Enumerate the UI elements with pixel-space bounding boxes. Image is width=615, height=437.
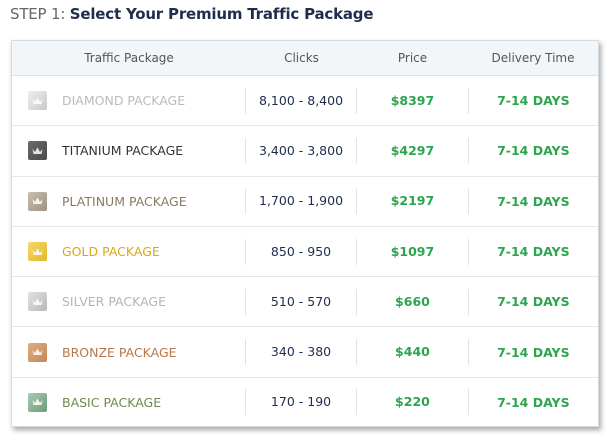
- package-row[interactable]: BASIC PACKAGE 170 - 190 $220 7-14 DAYS: [12, 378, 598, 427]
- column-header: Clicks: [284, 51, 319, 65]
- package-name: TITANIUM PACKAGE: [62, 143, 184, 159]
- crown: [32, 348, 43, 356]
- package-cell: BRONZE PACKAGE: [12, 339, 246, 366]
- package-row[interactable]: GOLD PACKAGE 850 - 950 $1097 7-14 DAYS: [12, 227, 598, 278]
- price: $220: [357, 389, 469, 416]
- package-name: SILVER PACKAGE: [62, 294, 167, 310]
- package-row[interactable]: BRONZE PACKAGE 340 - 380 $440 7-14 DAYS: [12, 327, 598, 378]
- crown: [32, 298, 43, 305]
- heading: STEP 1: Select Your Premium Traffic Pack…: [10, 5, 374, 23]
- package-name: BRONZE PACKAGE: [62, 344, 177, 360]
- step-label: STEP 1:: [10, 5, 66, 23]
- crown: [32, 97, 43, 104]
- package-icon: [28, 141, 47, 161]
- clicks: 8,100 - 8,400: [246, 87, 358, 114]
- package-cell: TITANIUM PACKAGE: [12, 137, 246, 164]
- step-title: Select Your Premium Traffic Package: [69, 5, 374, 23]
- clicks: 1,700 - 1,900: [246, 188, 358, 215]
- package-icon: [28, 292, 47, 312]
- clicks: 340 - 380: [246, 339, 358, 366]
- delivery-time: 7-14 DAYS: [497, 93, 570, 109]
- price: $660: [357, 288, 469, 315]
- clicks: 850 - 950: [246, 238, 358, 265]
- package-cell: BASIC PACKAGE: [12, 389, 246, 416]
- table-header: Traffic Package Clicks Price Delivery Time: [12, 41, 598, 76]
- delivery-time: 7-14 DAYS: [497, 244, 570, 260]
- delivery-time: 7-14 DAYS: [497, 294, 570, 310]
- package-row[interactable]: TITANIUM PACKAGE 3,400 - 3,800 $4297 7-14 D…: [12, 126, 598, 177]
- package-icon: [28, 392, 47, 412]
- package-name: PLATINUM PACKAGE: [62, 193, 187, 209]
- clicks: 510 - 570: [246, 288, 358, 315]
- price: $4297: [357, 137, 469, 164]
- package-icon: [28, 342, 47, 362]
- package-icon: [28, 191, 47, 211]
- price: $440: [357, 339, 469, 366]
- price: $8397: [357, 87, 469, 114]
- clicks: 170 - 190: [246, 389, 358, 416]
- package-cell: PLATINUM PACKAGE: [12, 188, 246, 215]
- table-body: DIAMOND PACKAGE 8,100 - 8,400 $8397 7-14 DA…: [12, 76, 598, 427]
- crown: [32, 248, 43, 255]
- package-icon: [28, 242, 47, 262]
- delivery-time: 7-14 DAYS: [497, 193, 570, 209]
- delivery-time: 7-14 DAYS: [497, 394, 570, 410]
- price: $1097: [357, 238, 469, 265]
- column-header: Traffic Package: [84, 51, 174, 65]
- delivery-time: 7-14 DAYS: [497, 344, 570, 360]
- package-row[interactable]: PLATINUM PACKAGE 1,700 - 1,900 $2197 7-14 D…: [12, 177, 598, 227]
- crown: [32, 197, 43, 205]
- package-table: Traffic Package Clicks Price Delivery Time …: [11, 40, 599, 427]
- price: $2197: [357, 188, 469, 215]
- column-header: Price: [397, 51, 428, 65]
- package-row[interactable]: SILVER PACKAGE 510 - 570 $660 7-14 DAYS: [12, 277, 598, 328]
- column-header: Delivery Time: [491, 51, 575, 65]
- package-row[interactable]: DIAMOND PACKAGE 8,100 - 8,400 $8397 7-14 DA…: [12, 76, 598, 127]
- package-name: DIAMOND PACKAGE: [62, 93, 186, 109]
- crown: [32, 147, 43, 154]
- delivery-time: 7-14 DAYS: [497, 143, 570, 159]
- package-cell: GOLD PACKAGE: [12, 238, 246, 265]
- crown: [32, 398, 43, 406]
- package-name: GOLD PACKAGE: [62, 244, 160, 260]
- package-cell: DIAMOND PACKAGE: [12, 87, 246, 114]
- package-cell: SILVER PACKAGE: [12, 288, 246, 315]
- clicks: 3,400 - 3,800: [246, 137, 358, 164]
- package-icon: [28, 91, 47, 111]
- package-name: BASIC PACKAGE: [62, 394, 162, 410]
